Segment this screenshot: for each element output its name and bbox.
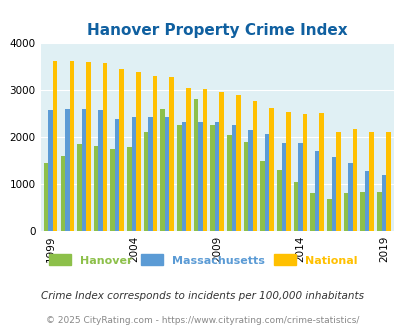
Bar [202, 89, 207, 231]
Bar [310, 193, 314, 231]
Bar [177, 125, 181, 231]
Bar [214, 122, 219, 231]
Title: Hanover Property Crime Index: Hanover Property Crime Index [87, 22, 347, 38]
Bar [376, 192, 381, 231]
Bar [302, 114, 307, 231]
Bar [260, 161, 264, 231]
Bar [369, 132, 373, 231]
Bar [160, 109, 164, 231]
Bar [236, 95, 240, 231]
Bar [248, 130, 252, 231]
Bar [360, 192, 364, 231]
Bar [86, 62, 90, 231]
Bar [48, 110, 53, 231]
Bar [164, 117, 169, 231]
Text: © 2025 CityRating.com - https://www.cityrating.com/crime-statistics/: © 2025 CityRating.com - https://www.city… [46, 316, 359, 325]
Text: Crime Index corresponds to incidents per 100,000 inhabitants: Crime Index corresponds to incidents per… [41, 291, 364, 301]
Bar [152, 76, 157, 231]
Bar [264, 134, 269, 231]
Bar [143, 132, 148, 231]
Bar [219, 92, 224, 231]
Bar [148, 117, 152, 231]
Bar [131, 117, 136, 231]
Bar [169, 77, 174, 231]
Bar [119, 69, 124, 231]
Bar [198, 122, 202, 231]
Bar [319, 113, 323, 231]
Bar [364, 171, 369, 231]
Bar [277, 170, 281, 231]
Bar [110, 149, 115, 231]
Bar [293, 182, 298, 231]
Bar [98, 110, 102, 231]
Bar [77, 144, 81, 231]
Bar [352, 129, 356, 231]
Bar [69, 61, 74, 231]
Bar [181, 122, 185, 231]
Bar [210, 125, 214, 231]
Bar [331, 157, 335, 231]
Bar [65, 109, 69, 231]
Bar [231, 125, 236, 231]
Bar [136, 72, 140, 231]
Bar [94, 147, 98, 231]
Bar [314, 151, 319, 231]
Bar [115, 119, 119, 231]
Bar [60, 156, 65, 231]
Bar [381, 175, 385, 231]
Bar [243, 142, 248, 231]
Bar [102, 63, 107, 231]
Bar [193, 99, 198, 231]
Bar [335, 132, 340, 231]
Bar [343, 193, 347, 231]
Bar [286, 113, 290, 231]
Bar [185, 87, 190, 231]
Bar [326, 200, 331, 231]
Bar [281, 143, 286, 231]
Bar [53, 61, 57, 231]
Legend: Hanover, Massachusetts, National: Hanover, Massachusetts, National [44, 250, 361, 270]
Bar [252, 101, 257, 231]
Bar [81, 109, 86, 231]
Bar [347, 163, 352, 231]
Bar [298, 143, 302, 231]
Bar [127, 147, 131, 231]
Bar [226, 135, 231, 231]
Bar [385, 132, 390, 231]
Bar [44, 163, 48, 231]
Bar [269, 108, 273, 231]
